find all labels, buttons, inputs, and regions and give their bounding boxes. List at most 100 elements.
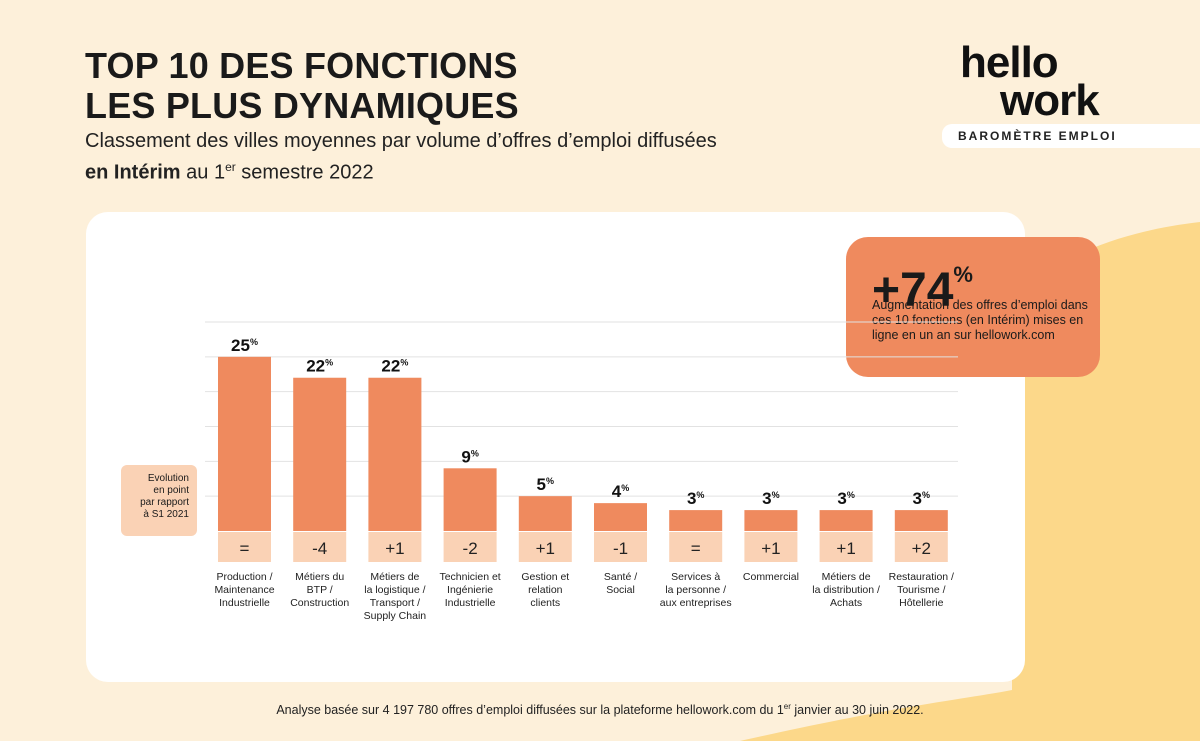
category-label: Gestion et relation clients [521, 571, 569, 609]
category-line: Industrielle [445, 597, 496, 609]
category-label: Services à la personne / aux entreprises [660, 571, 732, 609]
value-unit: % [325, 358, 333, 368]
category-line: Santé / [604, 571, 637, 583]
value-unit: % [696, 490, 704, 500]
category-line: Industrielle [219, 597, 270, 609]
category-line: Ingénierie [447, 584, 493, 596]
evolution-box [594, 532, 647, 562]
bar-7 [669, 510, 723, 531]
value-unit: % [546, 476, 554, 486]
value-number: 22 [381, 357, 400, 376]
value-label: 4% [612, 482, 629, 501]
category-line: relation [528, 584, 563, 596]
evolution-box [894, 532, 948, 562]
callout-number: +74 [872, 264, 954, 317]
evolution-value: +2 [912, 539, 931, 558]
category-line: aux entreprises [660, 597, 732, 609]
value-number: 4 [612, 482, 622, 501]
evolution-value: = [691, 539, 701, 558]
value-label: 5% [537, 475, 554, 494]
value-label: 9% [461, 447, 478, 466]
bar-5 [518, 496, 572, 531]
category-line: Métiers de [822, 571, 871, 583]
logo-line-2: work [1000, 76, 1100, 125]
subtitle-mid: au 1 [180, 161, 226, 184]
footnote-sup: er [783, 702, 791, 711]
evolution-box [819, 532, 873, 562]
evolution-value: -4 [312, 539, 327, 558]
category-line: Production / [216, 571, 272, 583]
hellowork-logo: hello work [960, 38, 1100, 125]
category-line: Tourisme / [897, 584, 946, 596]
title-line-1: TOP 10 DES FONCTIONS [85, 45, 518, 86]
category-line: Maintenance [214, 584, 274, 596]
category-line: Hôtellerie [899, 597, 944, 609]
category-line: la distribution / [812, 584, 880, 596]
evolution-box [744, 532, 798, 562]
category-label: Métiers de la logistique / Transport / Supp… [364, 571, 427, 622]
value-number: 3 [837, 489, 846, 508]
category-line: clients [530, 597, 560, 609]
value-label: 3% [837, 489, 854, 508]
callout-value: +74% [872, 247, 973, 319]
subtitle-line-1: Classement des villes moyennes par volum… [85, 130, 717, 152]
value-number: 3 [762, 489, 771, 508]
category-label: Santé / Social [604, 571, 637, 596]
category-line: Gestion et [521, 571, 569, 583]
evolution-box [368, 532, 422, 562]
subtitle: Classement des villes moyennes par volum… [85, 128, 717, 186]
evolution-value: +1 [836, 539, 855, 558]
value-number: 5 [537, 475, 546, 494]
value-unit: % [847, 490, 855, 500]
evolution-line-2: en point [153, 485, 189, 496]
barometre-banner: BAROMÈTRE EMPLOI [942, 124, 1200, 148]
title-line-2: LES PLUS DYNAMIQUES [85, 85, 519, 126]
value-unit: % [400, 358, 408, 368]
category-line: Restauration / [889, 571, 954, 583]
bar-8 [744, 510, 798, 531]
category-line: Commercial [743, 571, 799, 583]
category-line: Technicien et [439, 571, 500, 583]
value-label: 22% [306, 357, 333, 376]
subtitle-bold: en Intérim [85, 161, 181, 184]
category-label: Métiers de la distribution / Achats [812, 571, 880, 609]
category-line: Services à [671, 571, 720, 583]
value-number: 9 [461, 447, 470, 466]
callout-unit: % [953, 262, 973, 287]
value-number: 3 [913, 489, 922, 508]
evolution-value: +1 [385, 539, 404, 558]
bar-9 [819, 510, 873, 531]
logo-line-1: hello [960, 38, 1059, 87]
value-unit: % [471, 448, 479, 458]
bar-6 [594, 503, 647, 531]
value-number: 3 [687, 489, 696, 508]
page-title: TOP 10 DES FONCTIONS LES PLUS DYNAMIQUES [85, 46, 519, 126]
category-label: Commercial [743, 571, 799, 583]
category-line: Transport / [370, 597, 420, 609]
evolution-value: +1 [761, 539, 780, 558]
category-line: Métiers de [370, 571, 419, 583]
value-unit: % [772, 490, 780, 500]
value-label: 3% [687, 489, 704, 508]
subtitle-sup: er [225, 160, 236, 174]
value-label: 3% [913, 489, 930, 508]
evolution-box [518, 532, 572, 562]
bar-3 [368, 377, 422, 531]
value-number: 25 [231, 336, 250, 355]
category-label: Restauration / Tourisme / Hôtellerie [889, 571, 954, 609]
evolution-value: = [240, 539, 250, 558]
evolution-box [443, 532, 497, 562]
barometre-label: BAROMÈTRE EMPLOI [958, 129, 1117, 143]
bar-2 [293, 377, 347, 531]
category-line: la personne / [665, 584, 726, 596]
evolution-line-3: par rapport [140, 497, 189, 508]
category-line: Métiers du [295, 571, 344, 583]
bar-1 [218, 356, 271, 531]
evolution-box [669, 532, 723, 562]
value-number: 22 [306, 357, 325, 376]
footnote-part-2: janvier au 30 juin 2022. [790, 703, 924, 718]
evolution-box [218, 532, 271, 562]
evolution-value: -2 [463, 539, 478, 558]
category-line: BTP / [307, 584, 333, 596]
